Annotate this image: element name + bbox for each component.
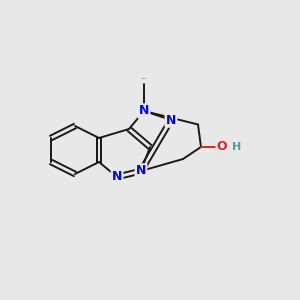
Text: H: H — [232, 142, 242, 152]
Text: N: N — [112, 170, 122, 184]
Text: N: N — [139, 104, 149, 118]
Text: O: O — [217, 140, 227, 154]
Text: methyl: methyl — [142, 77, 146, 79]
Text: N: N — [136, 164, 146, 178]
Text: N: N — [166, 113, 176, 127]
